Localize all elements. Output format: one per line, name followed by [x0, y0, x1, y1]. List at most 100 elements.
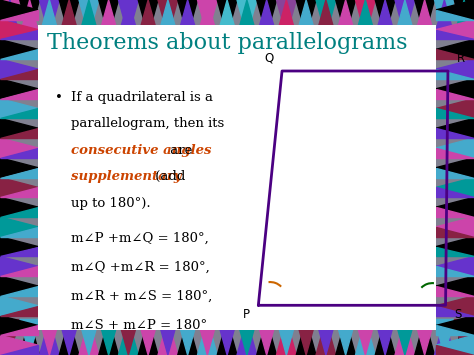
Polygon shape	[0, 187, 38, 197]
Polygon shape	[395, 0, 415, 36]
Polygon shape	[435, 0, 454, 36]
Polygon shape	[436, 59, 474, 79]
Polygon shape	[395, 320, 415, 355]
Polygon shape	[0, 158, 38, 178]
Polygon shape	[198, 0, 217, 36]
Polygon shape	[0, 197, 38, 217]
Polygon shape	[436, 276, 474, 296]
Polygon shape	[158, 320, 178, 355]
Polygon shape	[375, 320, 395, 355]
Polygon shape	[336, 320, 356, 355]
Polygon shape	[257, 320, 276, 355]
Polygon shape	[59, 320, 79, 355]
Text: R: R	[456, 51, 465, 65]
Polygon shape	[0, 320, 20, 355]
Text: m∠Q +m∠R = 180°,: m∠Q +m∠R = 180°,	[71, 261, 210, 274]
Polygon shape	[436, 39, 474, 59]
Polygon shape	[118, 0, 138, 36]
Polygon shape	[217, 320, 237, 355]
Polygon shape	[217, 0, 237, 36]
Polygon shape	[0, 49, 38, 59]
Text: S: S	[454, 308, 462, 322]
Polygon shape	[436, 217, 474, 237]
Polygon shape	[436, 158, 474, 178]
Polygon shape	[296, 0, 316, 36]
Polygon shape	[0, 266, 38, 276]
Polygon shape	[0, 316, 38, 335]
Polygon shape	[395, 0, 415, 36]
Polygon shape	[0, 306, 38, 316]
Polygon shape	[0, 39, 38, 59]
Polygon shape	[436, 256, 474, 276]
Polygon shape	[198, 0, 217, 36]
Polygon shape	[39, 0, 59, 36]
Polygon shape	[237, 0, 257, 36]
Polygon shape	[138, 320, 158, 355]
Polygon shape	[436, 197, 474, 217]
Polygon shape	[415, 0, 435, 36]
Polygon shape	[79, 0, 99, 36]
Polygon shape	[375, 320, 395, 355]
Polygon shape	[0, 326, 38, 335]
Polygon shape	[0, 128, 38, 138]
Polygon shape	[0, 246, 38, 256]
Polygon shape	[257, 0, 276, 36]
Polygon shape	[0, 276, 38, 296]
Polygon shape	[436, 178, 474, 197]
Polygon shape	[59, 0, 79, 36]
Polygon shape	[276, 320, 296, 355]
Polygon shape	[336, 0, 356, 36]
Text: parallelogram, then its: parallelogram, then its	[71, 117, 224, 130]
Polygon shape	[79, 320, 99, 355]
Polygon shape	[296, 320, 316, 355]
Polygon shape	[436, 118, 474, 138]
Text: m∠P +m∠Q = 180°,: m∠P +m∠Q = 180°,	[71, 232, 209, 245]
Polygon shape	[276, 0, 296, 36]
Polygon shape	[436, 10, 474, 20]
Polygon shape	[436, 296, 474, 316]
Polygon shape	[454, 0, 474, 36]
Polygon shape	[436, 316, 474, 335]
Polygon shape	[178, 0, 198, 36]
Polygon shape	[237, 320, 257, 355]
Polygon shape	[316, 0, 336, 36]
Polygon shape	[138, 0, 158, 36]
Polygon shape	[454, 320, 474, 355]
Text: m∠S + m∠P = 180°: m∠S + m∠P = 180°	[71, 319, 207, 332]
Polygon shape	[39, 0, 59, 36]
Text: •: •	[55, 91, 63, 104]
Polygon shape	[118, 320, 138, 355]
Text: supplementary: supplementary	[71, 170, 182, 184]
Polygon shape	[0, 227, 38, 237]
Polygon shape	[436, 286, 474, 296]
Polygon shape	[158, 320, 178, 355]
Polygon shape	[0, 286, 38, 296]
Polygon shape	[79, 0, 99, 36]
Polygon shape	[436, 345, 474, 355]
Polygon shape	[435, 320, 454, 355]
Polygon shape	[0, 0, 20, 36]
Polygon shape	[0, 89, 38, 99]
Polygon shape	[435, 320, 454, 355]
Polygon shape	[296, 320, 316, 355]
Polygon shape	[0, 148, 38, 158]
Polygon shape	[0, 10, 38, 20]
Polygon shape	[316, 320, 336, 355]
Polygon shape	[0, 256, 38, 276]
Polygon shape	[0, 0, 38, 20]
Polygon shape	[158, 0, 178, 36]
Polygon shape	[0, 237, 38, 256]
Polygon shape	[436, 20, 474, 39]
Text: Theorems about parallelograms: Theorems about parallelograms	[47, 32, 408, 54]
Polygon shape	[436, 89, 474, 99]
Text: P: P	[243, 308, 250, 322]
Polygon shape	[138, 0, 158, 36]
Polygon shape	[0, 20, 38, 39]
Polygon shape	[0, 335, 38, 355]
Polygon shape	[436, 99, 474, 118]
Polygon shape	[436, 207, 474, 217]
Polygon shape	[316, 320, 336, 355]
Text: are: are	[166, 144, 192, 157]
Polygon shape	[99, 0, 118, 36]
Polygon shape	[436, 168, 474, 178]
